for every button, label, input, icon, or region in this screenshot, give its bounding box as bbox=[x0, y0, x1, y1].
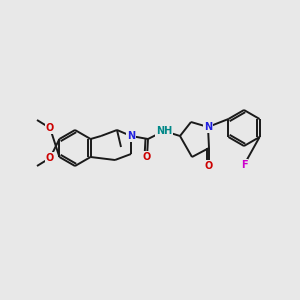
Text: O: O bbox=[143, 152, 151, 162]
Text: N: N bbox=[127, 131, 135, 141]
Text: F: F bbox=[241, 160, 247, 170]
Text: N: N bbox=[204, 122, 212, 132]
Text: O: O bbox=[46, 153, 54, 163]
Text: O: O bbox=[46, 123, 54, 133]
Text: O: O bbox=[205, 161, 213, 171]
Text: NH: NH bbox=[156, 126, 172, 136]
